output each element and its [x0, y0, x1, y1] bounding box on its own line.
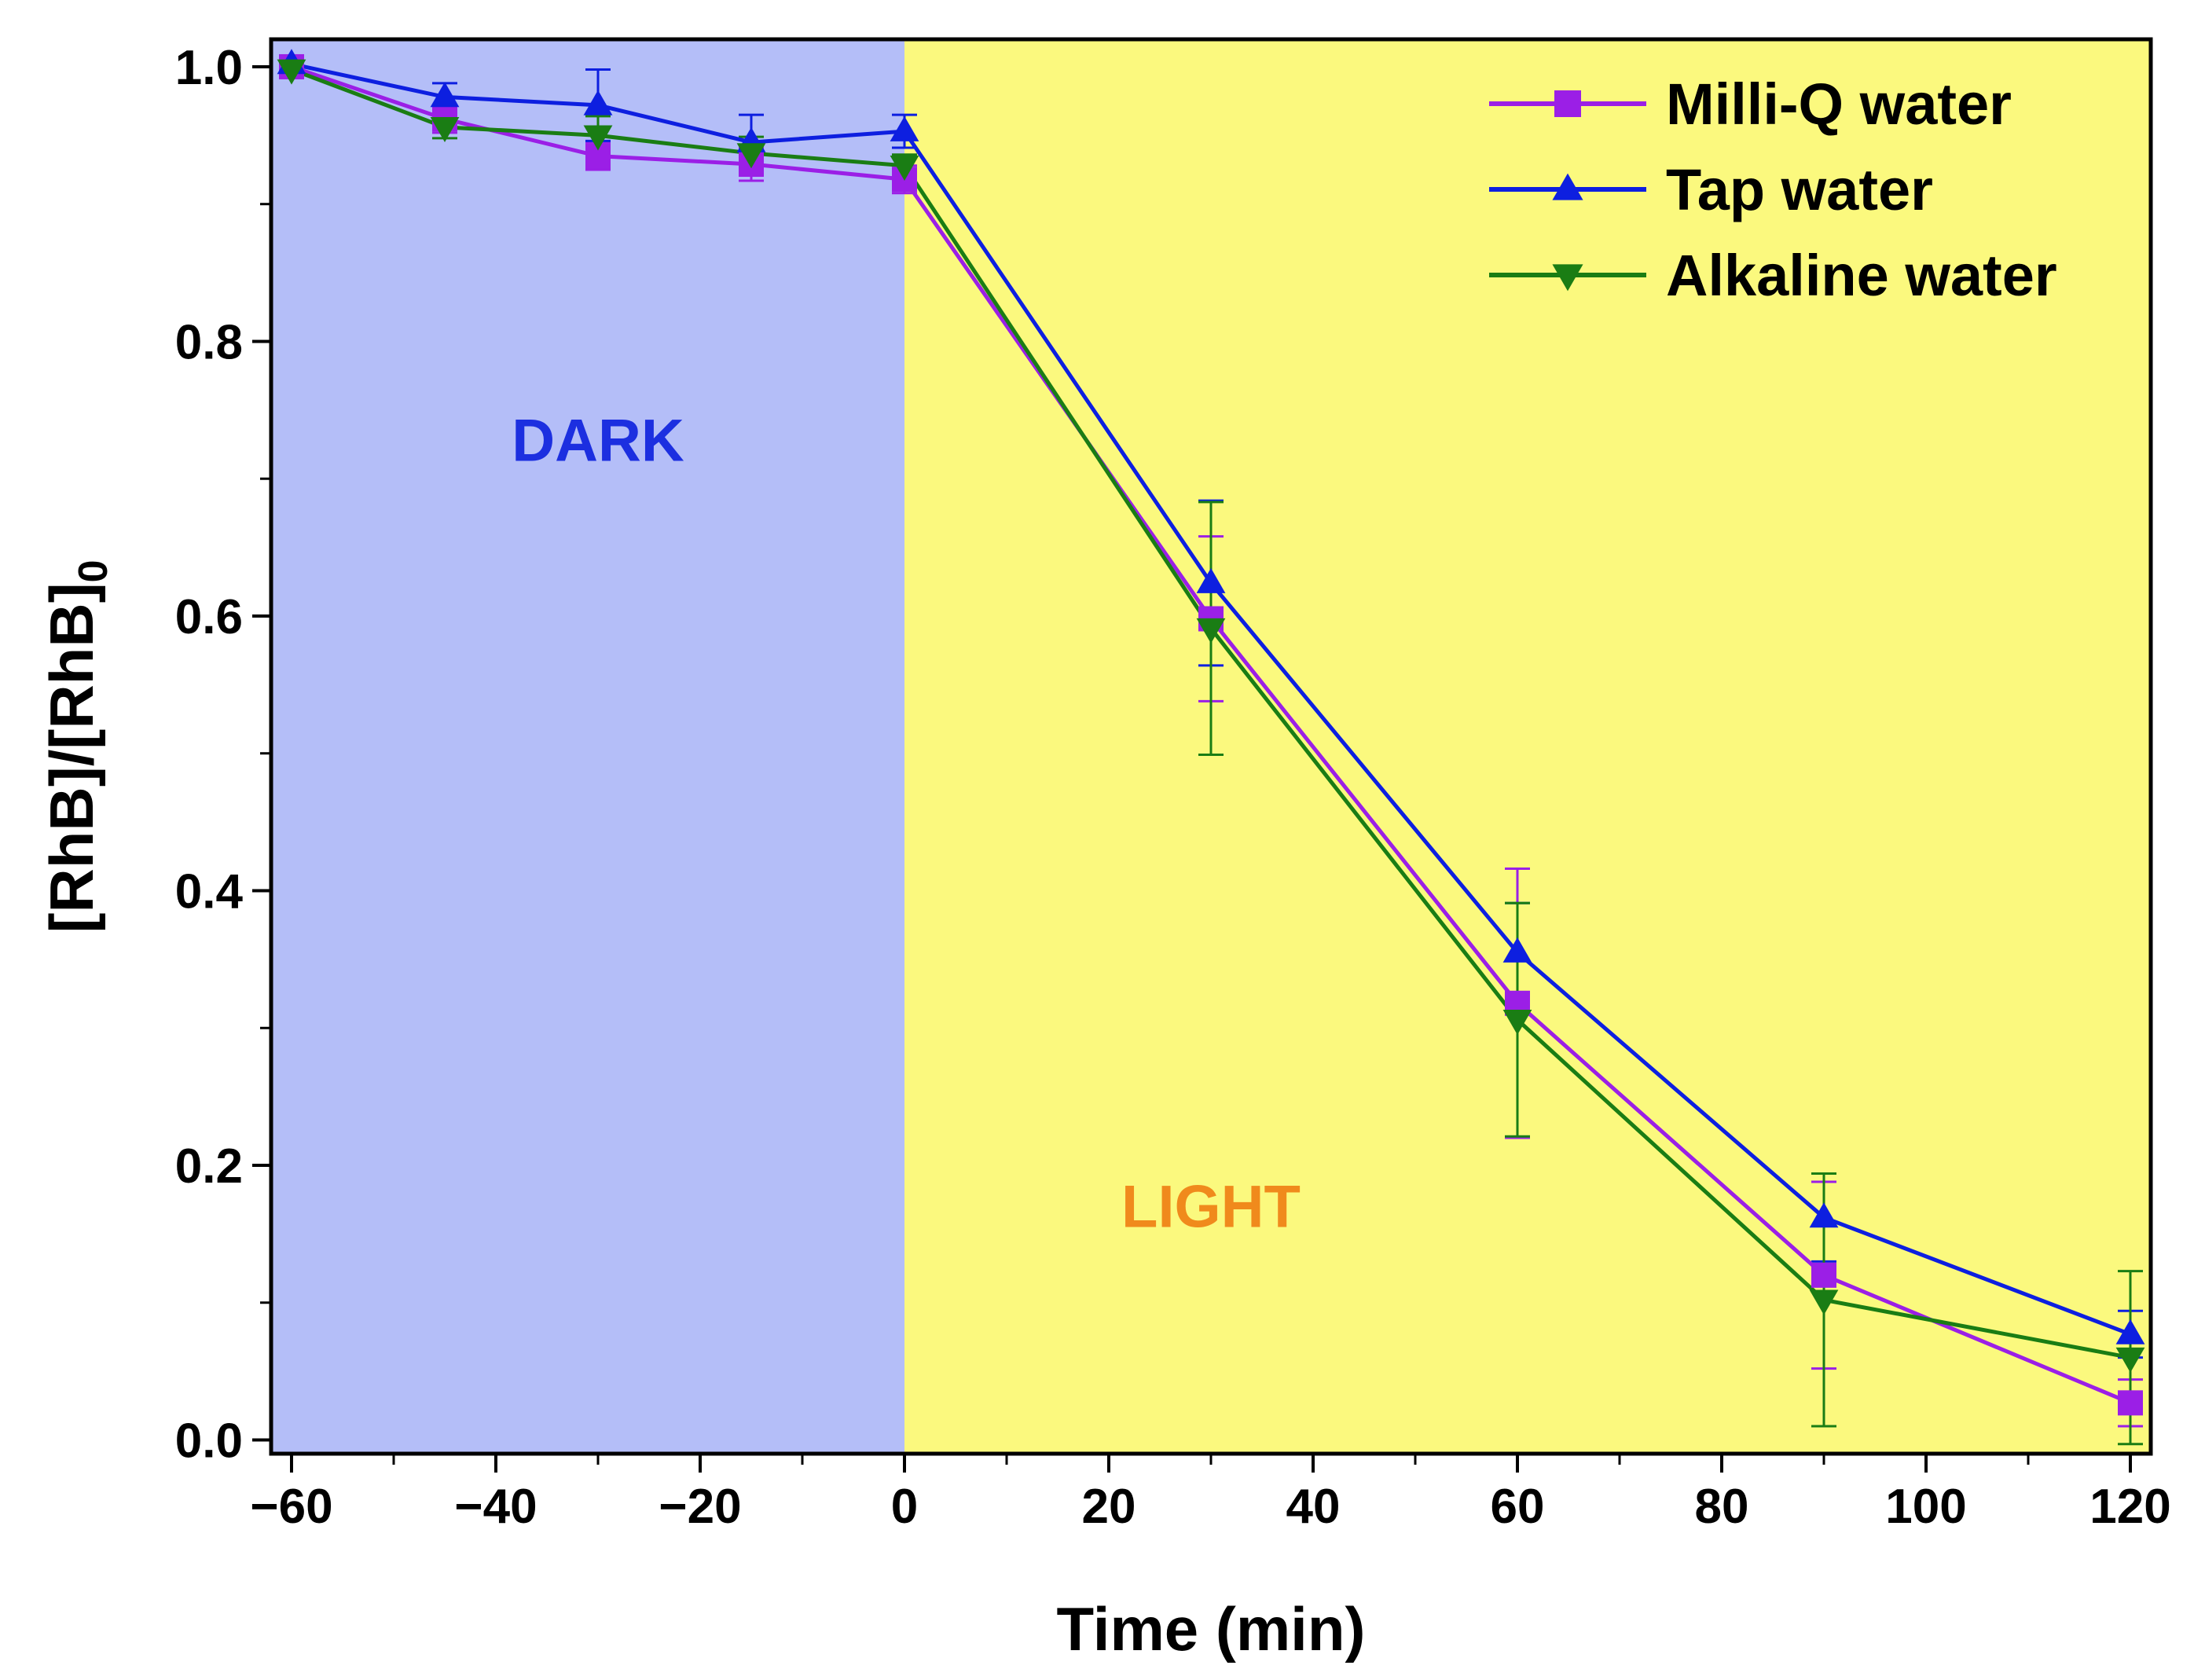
- data-point-tap-water: [890, 116, 919, 141]
- data-point-alkaline-water: [277, 59, 306, 85]
- data-point-tap-water: [1809, 1202, 1839, 1228]
- x-tick-label: 80: [1695, 1480, 1749, 1534]
- x-tick-label: −40: [454, 1480, 537, 1534]
- x-tick-label: 0: [891, 1480, 918, 1534]
- region-label-dark: DARK: [512, 408, 684, 475]
- x-tick-label: 100: [1885, 1480, 1966, 1534]
- legend-label-milli-q-water: Milli-Q water: [1666, 72, 2012, 137]
- x-tick-labels: −60 −40 −20 0 20 40 60 80 100 120: [250, 1480, 2170, 1534]
- y-tick-label: 0.0: [175, 1414, 243, 1469]
- x-axis-title: Time (min): [1057, 1594, 1366, 1663]
- region-label-light: LIGHT: [1121, 1174, 1301, 1241]
- data-point-tap-water: [1196, 567, 1226, 593]
- legend-marker-milli-q-water: [1554, 90, 1581, 117]
- data-point-tap-water: [430, 82, 460, 108]
- y-axis-title-subscript: 0: [71, 559, 116, 582]
- data-point-alkaline-water: [1809, 1289, 1839, 1315]
- legend-marker-alkaline-water: [1552, 264, 1583, 292]
- x-tick-label: −20: [659, 1480, 741, 1534]
- data-point-alkaline-water: [1502, 1009, 1532, 1035]
- legend: Milli-Q water Tap water Alkaline water: [1489, 72, 2057, 308]
- region-dark: [271, 39, 904, 1454]
- legend-label-tap-water: Tap water: [1666, 157, 1933, 222]
- x-tick-label: 20: [1082, 1480, 1136, 1534]
- y-tick-label: 0.8: [175, 315, 243, 369]
- y-tick-label: 0.6: [175, 590, 243, 644]
- data-point-alkaline-water: [890, 155, 919, 181]
- data-point-alkaline-water: [2115, 1347, 2145, 1373]
- x-tick-label: 120: [2089, 1480, 2170, 1534]
- data-point-tap-water: [1502, 937, 1532, 963]
- y-tick-label: 1.0: [175, 41, 243, 95]
- y-axis-title-main: [RhB]/[RhB]: [37, 582, 106, 933]
- y-tick-label: 0.2: [175, 1139, 243, 1194]
- data-point-tap-water: [2115, 1319, 2145, 1344]
- data-point-milli-q-water: [1811, 1262, 1836, 1288]
- series-markers: [277, 49, 2145, 1416]
- data-point-alkaline-water: [736, 143, 766, 169]
- y-tick-label: 0.4: [175, 864, 244, 919]
- legend-label-alkaline-water: Alkaline water: [1666, 243, 2057, 308]
- x-tick-label: 40: [1286, 1480, 1341, 1534]
- data-point-alkaline-water: [1196, 618, 1226, 644]
- data-point-tap-water: [583, 90, 613, 116]
- data-point-alkaline-water: [583, 125, 613, 151]
- y-tick-labels: 0.0 0.2 0.4 0.6 0.8 1.0: [175, 41, 244, 1469]
- x-tick-label: −60: [250, 1480, 332, 1534]
- data-point-alkaline-water: [430, 117, 460, 143]
- plot-frame: [269, 37, 2153, 1456]
- x-tick-label: 60: [1491, 1480, 1545, 1534]
- background-regions: DARK LIGHT: [271, 39, 2151, 1454]
- legend-marker-tap-water: [1552, 173, 1583, 200]
- data-point-milli-q-water: [2118, 1390, 2143, 1416]
- y-axis-title: [RhB]/[RhB]0: [37, 559, 116, 933]
